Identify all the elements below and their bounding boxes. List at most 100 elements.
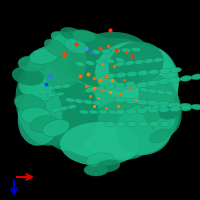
Ellipse shape (54, 85, 62, 89)
Ellipse shape (46, 42, 106, 98)
Ellipse shape (149, 122, 159, 126)
Ellipse shape (116, 105, 172, 155)
Ellipse shape (46, 87, 54, 89)
Ellipse shape (30, 116, 58, 132)
Ellipse shape (40, 94, 48, 98)
Ellipse shape (152, 116, 176, 132)
Ellipse shape (89, 110, 98, 114)
Ellipse shape (12, 67, 44, 85)
Ellipse shape (112, 50, 120, 52)
Ellipse shape (126, 85, 136, 88)
Ellipse shape (56, 92, 64, 96)
Ellipse shape (51, 31, 77, 49)
Ellipse shape (137, 83, 147, 86)
Ellipse shape (49, 38, 159, 142)
Ellipse shape (105, 59, 115, 63)
Ellipse shape (60, 27, 84, 41)
Ellipse shape (127, 73, 137, 75)
Ellipse shape (74, 99, 84, 103)
Ellipse shape (60, 122, 140, 166)
Ellipse shape (133, 47, 179, 105)
Ellipse shape (96, 87, 104, 90)
Ellipse shape (169, 102, 181, 108)
Ellipse shape (144, 107, 152, 109)
Ellipse shape (126, 110, 136, 113)
Ellipse shape (158, 101, 170, 107)
Ellipse shape (85, 61, 95, 65)
Ellipse shape (106, 60, 114, 62)
Ellipse shape (144, 59, 154, 63)
Ellipse shape (138, 73, 182, 135)
Ellipse shape (41, 40, 87, 88)
Ellipse shape (64, 38, 88, 54)
Ellipse shape (160, 105, 168, 107)
Ellipse shape (135, 61, 143, 63)
Ellipse shape (165, 92, 173, 94)
Ellipse shape (41, 81, 99, 151)
Ellipse shape (148, 102, 158, 104)
Ellipse shape (115, 99, 125, 101)
Ellipse shape (138, 70, 148, 76)
Ellipse shape (160, 122, 170, 126)
Ellipse shape (25, 46, 75, 122)
Ellipse shape (106, 85, 114, 88)
Ellipse shape (18, 56, 46, 72)
Ellipse shape (115, 83, 125, 88)
Ellipse shape (108, 42, 164, 86)
Ellipse shape (48, 93, 56, 97)
Ellipse shape (116, 63, 124, 65)
Ellipse shape (102, 42, 178, 126)
Ellipse shape (180, 76, 192, 81)
Ellipse shape (96, 160, 120, 172)
Ellipse shape (126, 100, 136, 102)
Ellipse shape (56, 93, 64, 95)
Ellipse shape (46, 86, 54, 90)
Ellipse shape (171, 69, 181, 71)
Ellipse shape (139, 123, 147, 125)
Ellipse shape (170, 104, 180, 106)
Ellipse shape (106, 123, 114, 125)
Ellipse shape (159, 80, 169, 83)
Ellipse shape (147, 80, 159, 86)
Ellipse shape (147, 100, 159, 106)
Ellipse shape (18, 86, 62, 146)
Ellipse shape (21, 107, 51, 125)
Ellipse shape (115, 86, 125, 90)
Ellipse shape (85, 50, 175, 150)
Ellipse shape (42, 119, 70, 137)
Ellipse shape (105, 84, 115, 89)
Ellipse shape (192, 106, 200, 108)
Ellipse shape (116, 84, 124, 87)
Ellipse shape (40, 95, 48, 97)
Ellipse shape (152, 106, 160, 108)
Ellipse shape (159, 107, 169, 112)
Ellipse shape (25, 46, 95, 146)
Ellipse shape (95, 60, 105, 64)
Ellipse shape (131, 47, 141, 52)
Ellipse shape (105, 75, 115, 77)
Ellipse shape (125, 61, 134, 65)
Ellipse shape (86, 89, 94, 91)
Ellipse shape (181, 105, 191, 107)
Ellipse shape (96, 61, 104, 63)
Ellipse shape (136, 82, 148, 88)
Ellipse shape (170, 108, 180, 110)
Ellipse shape (116, 59, 124, 61)
Ellipse shape (105, 122, 115, 126)
Ellipse shape (150, 123, 158, 125)
Ellipse shape (160, 70, 170, 72)
Ellipse shape (121, 57, 179, 143)
Ellipse shape (65, 98, 75, 102)
Ellipse shape (139, 88, 149, 92)
Ellipse shape (60, 106, 68, 111)
Ellipse shape (160, 104, 168, 108)
Ellipse shape (125, 98, 137, 104)
Ellipse shape (95, 42, 165, 98)
Ellipse shape (125, 81, 135, 86)
Ellipse shape (180, 103, 192, 109)
Ellipse shape (191, 74, 200, 80)
Ellipse shape (137, 108, 147, 113)
Ellipse shape (159, 108, 169, 111)
Ellipse shape (132, 48, 140, 51)
Ellipse shape (112, 78, 176, 154)
